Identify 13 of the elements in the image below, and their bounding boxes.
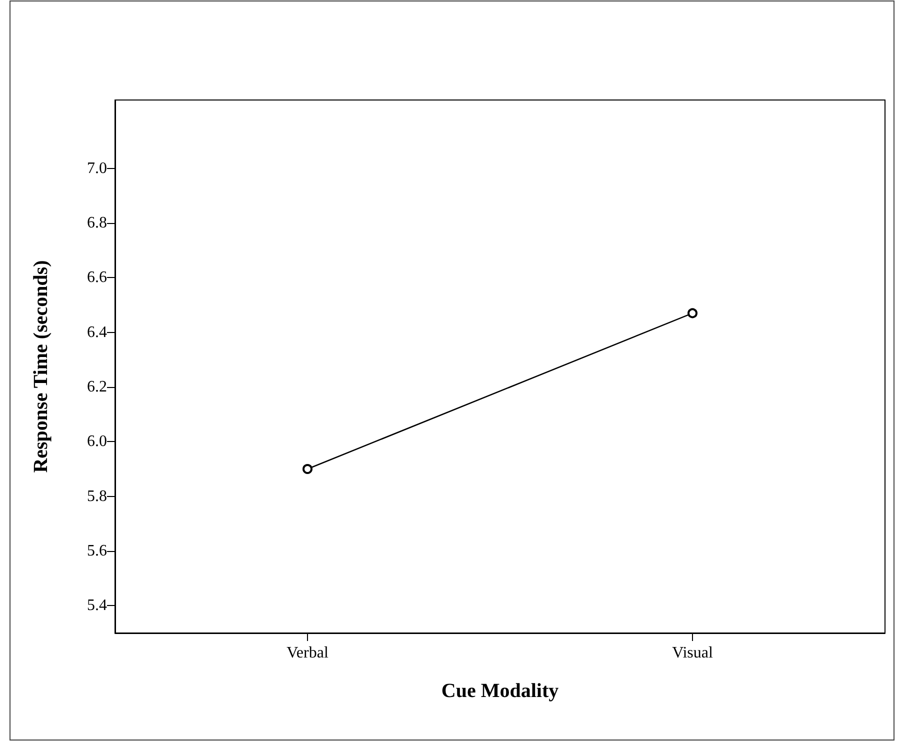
y-tick-label: 5.4 xyxy=(87,597,107,614)
y-tick-label: 6.6 xyxy=(87,269,107,286)
x-axis-title: Cue Modality xyxy=(441,680,559,702)
y-tick-label: 7.0 xyxy=(87,160,107,177)
x-tick-label: Visual xyxy=(672,644,714,662)
y-tick-label: 5.8 xyxy=(87,488,107,505)
y-tick-label: 6.4 xyxy=(87,324,107,341)
x-tick-label: Verbal xyxy=(286,644,329,662)
y-tick-label: 6.8 xyxy=(87,214,107,232)
y-tick-label: 5.6 xyxy=(87,542,107,560)
y-tick-label: 6.2 xyxy=(87,378,107,396)
y-axis-title: Response Time (seconds) xyxy=(30,260,52,473)
y-tick-label: 6.0 xyxy=(87,433,107,450)
